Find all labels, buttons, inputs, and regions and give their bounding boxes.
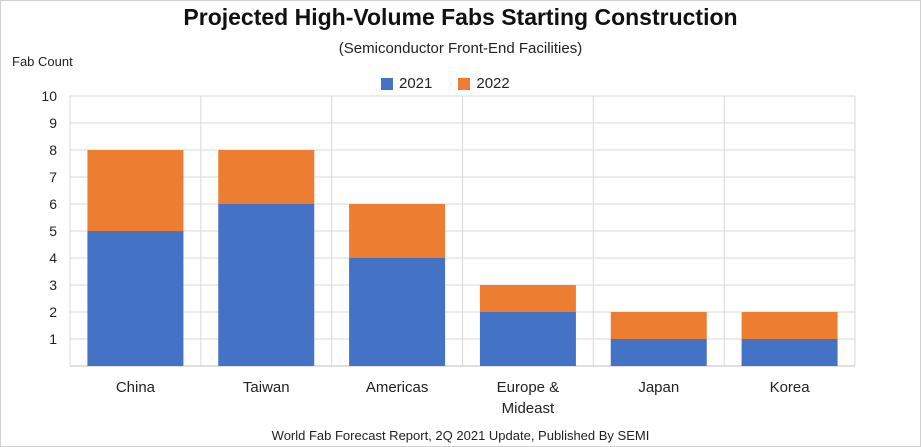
chart-title: Projected High-Volume Fabs Starting Cons… [183, 4, 738, 30]
bar-2022 [610, 312, 707, 339]
y-tick-label: 1 [49, 331, 57, 347]
bar-2022 [349, 204, 446, 258]
y-tick-label: 2 [49, 304, 57, 320]
legend-item-2022: 2022 [458, 75, 510, 92]
y-tick-label: 6 [49, 196, 57, 212]
legend-swatch-2021 [381, 77, 393, 90]
legend-label-2021: 2021 [399, 75, 433, 92]
legend: 2021 2022 [381, 75, 536, 92]
legend-label-2022: 2022 [476, 75, 510, 92]
bar-2021 [218, 204, 315, 366]
x-tick-label: Americas [366, 379, 429, 396]
y-tick-label: 8 [49, 142, 57, 158]
bar-2022 [218, 150, 315, 204]
bar-2021 [610, 339, 707, 366]
legend-swatch-2022 [458, 77, 471, 90]
source-note: World Fab Forecast Report, 2Q 2021 Updat… [271, 428, 650, 443]
y-tick-label: 5 [49, 223, 57, 239]
x-tick-label: China [116, 379, 156, 396]
legend-item-2021: 2021 [381, 75, 432, 92]
x-tick-label: Korea [770, 379, 811, 396]
y-tick-label: 10 [41, 88, 57, 104]
y-tick-label: 7 [49, 169, 57, 185]
x-tick-label: Europe & [497, 379, 560, 396]
chart-subtitle: (Semiconductor Front-End Facilities) [338, 40, 583, 57]
bar-2021 [479, 312, 576, 366]
bar-2021 [87, 231, 184, 366]
x-tick-label: Taiwan [243, 379, 290, 396]
y-tick-label: 9 [49, 115, 57, 131]
bar-2021 [349, 258, 446, 366]
y-tick-label: 3 [49, 277, 57, 293]
y-axis-label: Fab Count [12, 54, 73, 69]
x-tick-label: Mideast [502, 400, 555, 417]
bar-2022 [741, 312, 838, 339]
x-tick-label: Japan [638, 379, 679, 396]
bar-2022 [87, 150, 184, 231]
bar-2022 [479, 285, 576, 312]
bar-2021 [741, 339, 838, 366]
y-tick-label: 4 [49, 250, 57, 266]
